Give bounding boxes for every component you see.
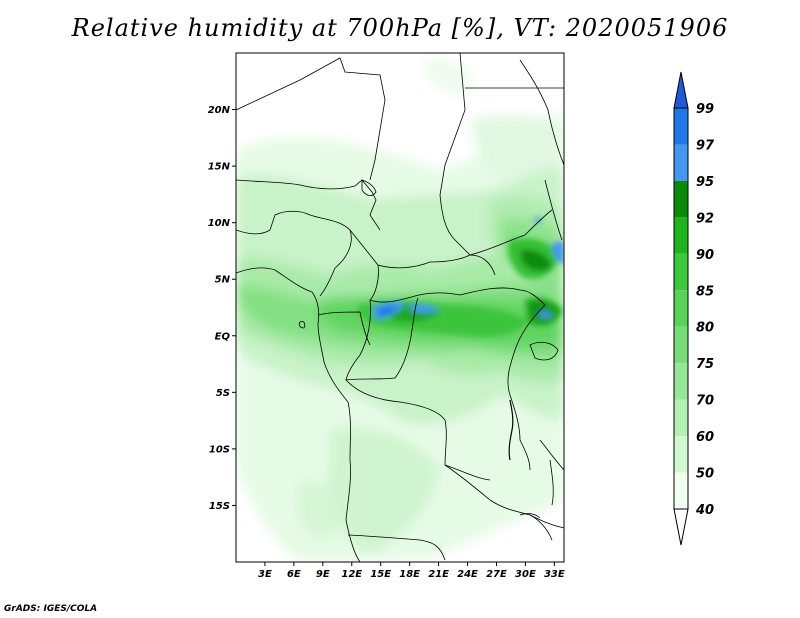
border-drc-east [507,304,546,471]
lat-tick-label: 5S [216,388,230,399]
lon-tick-label: 18E [399,569,420,580]
lat-tick-label: EQ [215,331,231,342]
colorbar-label: 95 [696,175,714,190]
colorbar-label: 70 [696,394,714,409]
border-libya-chad [236,57,386,181]
colorbar-swatch [674,399,688,437]
map-title: Relative humidity at 700hPa [%], VT: 202… [71,14,729,42]
lon-tick-label: 24E [457,569,478,580]
lat-tick-label: 15N [208,162,231,173]
lon-tick-label: 15E [370,569,391,580]
rh-shade-50-sw [297,480,336,541]
lat-tick-label: 10S [209,444,230,455]
colorbar-swatch [674,180,688,218]
border-chad-car [349,229,496,276]
border-drc-angola [345,379,491,481]
colorbar-label: 40 [695,503,714,518]
colorbar-swatch [674,436,688,473]
colorbar-swatch [674,326,688,364]
border-car-drc [369,264,546,306]
colorbar: 99 97 95 92 90 85 80 75 70 60 50 40 [673,71,715,546]
border-congo-drc [345,297,419,381]
colorbar-swatch [674,290,688,327]
colorbar-label: 85 [696,284,714,299]
longitude-axis: 3E 6E 9E 12E 15E 18E 21E 24E 27E 30E 33E [258,562,565,580]
lon-tick-label: 21E [428,569,449,580]
border-nigeria [236,210,352,297]
map-frame [235,52,565,563]
border-niger-chad [236,179,381,231]
lat-tick-label: 10N [208,218,231,229]
colorbar-label: 92 [696,211,714,226]
coastline-west [236,267,361,562]
lon-tick-label: 33E [544,569,565,580]
border-zambia [444,464,553,541]
lon-tick-label: 27E [486,569,507,580]
colorbar-label: 75 [696,357,714,372]
rh-shade-97 [378,306,396,317]
lat-tick-label: 15S [209,501,230,512]
lon-tick-label: 9E [316,569,330,580]
colorbar-label: 99 [696,102,714,117]
colorbar-label: 80 [696,321,714,336]
lon-tick-label: 3E [258,569,272,580]
rh-shade-95-ne [552,241,564,265]
colorbar-bottom-triangle [673,508,689,546]
lake-kariba [519,513,541,519]
humidity-field [236,59,564,562]
colorbar-swatch [674,108,688,145]
rh-shade-95-e [538,311,552,319]
lat-tick-label: 20N [208,105,231,116]
colorbar-top-triangle [673,71,689,109]
border-chad-sudan [439,194,471,256]
border-east-edge [529,179,564,529]
colorbar-label: 97 [696,138,715,153]
lake-chad [361,179,377,196]
border-sudan-ssudan [469,209,553,256]
border-cameroon-gabon [317,311,371,346]
latitude-axis: 20N 15N 10N 5N EQ 5S 10S 15S [208,105,236,512]
colorbar-swatch [674,363,688,400]
colorbar-swatch [674,253,688,291]
colorbar-swatch [674,217,688,254]
colorbar-label: 90 [696,248,714,263]
rh-shade-92 [520,249,552,272]
lon-tick-label: 6E [287,569,301,580]
lon-tick-label: 30E [515,569,536,580]
lake-malawi [549,459,554,506]
rh-shade-50-south [327,427,440,555]
border-red-sea-coast [519,59,564,166]
rh-shade-95-ne2 [534,217,542,223]
lat-tick-label: 5N [215,275,231,286]
colorbar-label: 60 [696,430,714,445]
rh-shade-40-north [420,59,472,94]
lon-tick-label: 12E [341,569,362,580]
lake-tanganyika [508,399,514,461]
lake-victoria [529,341,559,361]
colorbar-swatch [674,472,688,509]
island-bioko [298,321,306,329]
border-angola-south [347,534,446,561]
colorbar-label: 50 [696,467,714,482]
colorbar-frame [673,107,689,510]
rh-shade-95-b [410,304,440,313]
country-borders [236,53,564,562]
colorbar-swatch [674,144,688,181]
grads-credit: GrADS: IGES/COLA [4,604,98,614]
border-libya-egypt [439,53,466,196]
